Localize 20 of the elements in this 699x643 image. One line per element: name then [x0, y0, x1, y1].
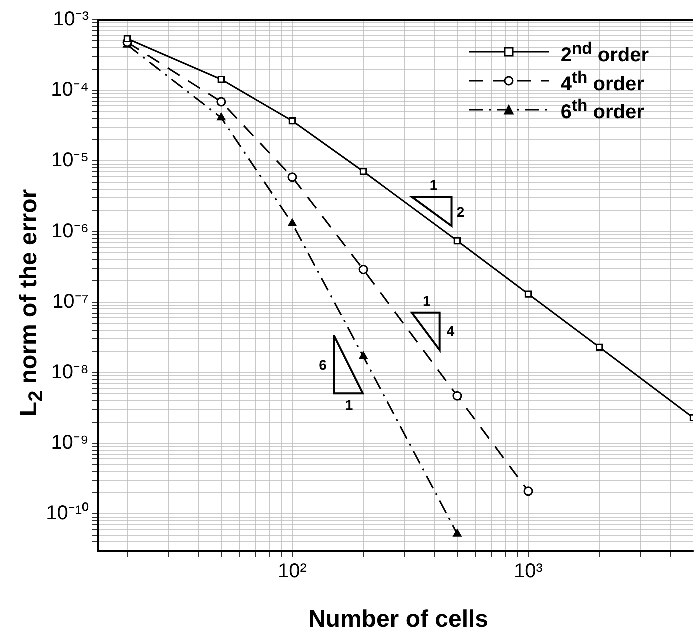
x-axis-title: Number of cells — [307, 606, 490, 634]
annotation: 2 — [456, 204, 465, 220]
legend-label: 6$^{th}$ order — [560, 95, 644, 124]
annotation: 1 — [345, 396, 354, 413]
x-tick-label: 10³ — [514, 560, 544, 583]
y-tick-label: 10⁻⁶ — [52, 220, 89, 242]
y-tick-label: 10⁻⁹ — [51, 432, 89, 454]
annotation: 1 — [422, 292, 431, 309]
y-tick-label: 10⁻⁷ — [52, 290, 89, 313]
annotation: 1 — [430, 177, 438, 194]
y-tick-label: 10⁻⁵ — [51, 150, 89, 172]
y-tick-label: 10⁻⁸ — [51, 361, 89, 384]
y-tick-label: 10⁻¹⁰ — [46, 502, 89, 525]
annotation: 6 — [319, 356, 327, 373]
x-tick-label: 10² — [278, 560, 308, 583]
legend-label: 4$^{th}$ order — [560, 66, 644, 96]
annotation: 4 — [446, 323, 455, 340]
y-tick-label: 10⁻⁴ — [51, 79, 89, 102]
y-tick-label: 10⁻³ — [53, 8, 90, 31]
legend-label: 2$^{nd}$ order — [560, 38, 649, 67]
